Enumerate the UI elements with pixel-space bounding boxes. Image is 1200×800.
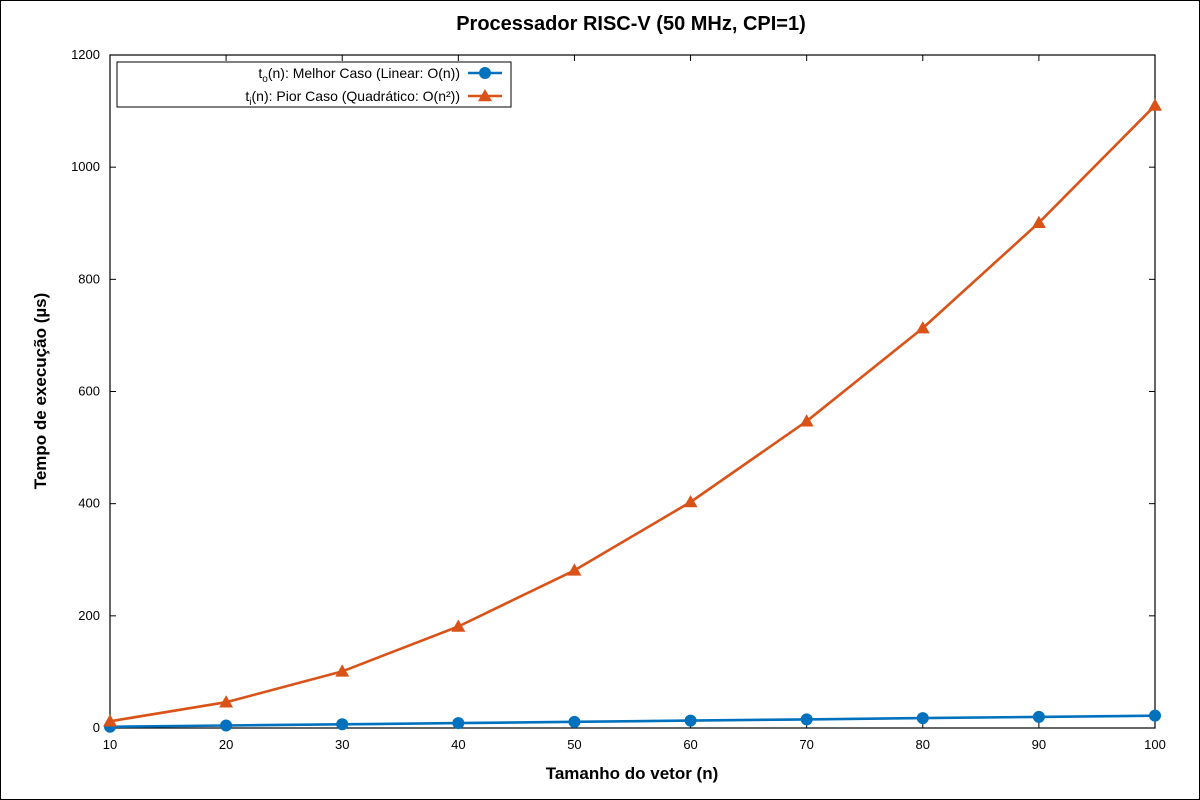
legend-label-0: to(n): Melhor Caso (Linear: O(n)) — [258, 65, 460, 85]
legend-label-text: (n): Pior Caso (Quadrático: O(n²)) — [252, 88, 461, 104]
data-point — [1031, 215, 1046, 228]
plot-area — [109, 54, 1156, 729]
y-tick-label: 400 — [78, 496, 100, 511]
x-tick-label: 40 — [451, 737, 465, 752]
data-point — [335, 664, 350, 677]
data-point — [1032, 710, 1045, 723]
y-tick-label: 800 — [78, 271, 100, 286]
x-tick-label: 60 — [683, 737, 697, 752]
data-point — [799, 414, 814, 427]
y-axis-label: Tempo de execução (µs) — [31, 293, 50, 490]
data-point — [452, 717, 465, 730]
data-point — [1148, 98, 1162, 111]
data-point — [103, 714, 117, 727]
series-0 — [104, 709, 1161, 733]
legend-marker-0 — [479, 67, 491, 79]
x-axis-label: Tamanho do vetor (n) — [546, 764, 719, 783]
y-tick-label: 200 — [78, 608, 100, 623]
x-tick-label: 80 — [916, 737, 930, 752]
series-line-1 — [109, 104, 1156, 723]
data-point — [915, 321, 930, 334]
series-1 — [103, 98, 1162, 727]
legend-label-1: ti(n): Pior Caso (Quadrático: O(n²)) — [245, 88, 460, 108]
y-tick-label: 1000 — [71, 159, 100, 174]
series-line-0 — [109, 714, 1156, 729]
x-tick-label: 10 — [103, 737, 117, 752]
x-tick-label: 70 — [799, 737, 813, 752]
data-point — [683, 494, 698, 508]
y-tick-label: 0 — [93, 720, 100, 735]
x-tick-label: 50 — [567, 737, 581, 752]
y-axis: 0 200 400 600 800 1000 1200 — [71, 47, 1155, 735]
data-point — [916, 712, 929, 725]
legend: to(n): Melhor Caso (Linear: O(n))ti(n): … — [116, 61, 512, 108]
data-point — [1149, 709, 1161, 722]
legend-label-base: t — [245, 88, 249, 104]
data-point — [220, 719, 233, 732]
legend-label-base: t — [258, 65, 262, 81]
data-point — [800, 713, 813, 726]
x-tick-label: 30 — [335, 737, 349, 752]
data-point — [568, 715, 581, 728]
legend-box — [116, 61, 512, 108]
legend-label-subscript: o — [262, 74, 268, 85]
legend-label-subscript: i — [249, 97, 251, 108]
data-point — [219, 695, 234, 708]
x-tick-label: 20 — [219, 737, 233, 752]
legend-marker-1 — [478, 89, 492, 102]
data-point — [567, 563, 582, 576]
x-tick-label: 100 — [1144, 737, 1166, 752]
x-tick-label: 90 — [1032, 737, 1046, 752]
data-point — [684, 714, 697, 727]
chart-title: Processador RISC-V (50 MHz, CPI=1) — [456, 13, 806, 35]
data-point — [336, 718, 349, 731]
x-axis: 10 20 30 40 50 60 70 80 90 100 — [103, 55, 1166, 752]
series-layer — [103, 98, 1162, 733]
data-point — [451, 619, 466, 632]
y-tick-label: 1200 — [71, 47, 100, 62]
y-tick-label: 600 — [78, 384, 100, 399]
legend-label-text: (n): Melhor Caso (Linear: O(n)) — [268, 65, 460, 81]
